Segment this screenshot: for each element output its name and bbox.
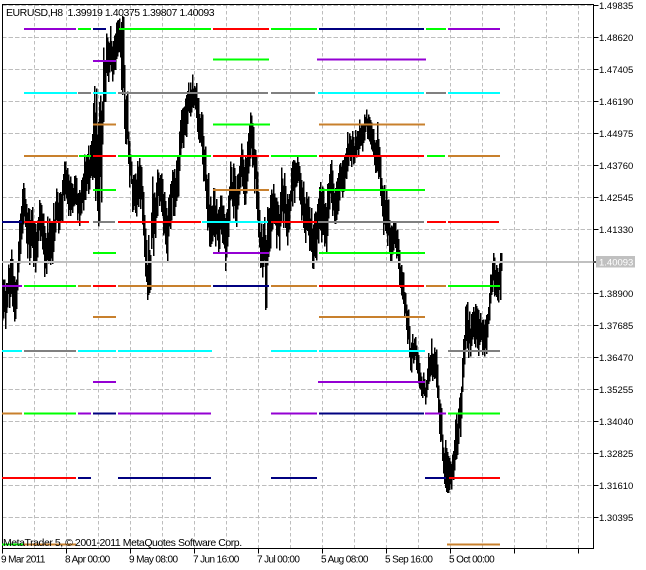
svg-text:1.34040: 1.34040 [599,417,633,428]
svg-text:1.38900: 1.38900 [599,289,633,300]
svg-text:1.47405: 1.47405 [599,65,633,76]
svg-text:1.31610: 1.31610 [599,481,633,492]
svg-text:7 Jul 00:00: 7 Jul 00:00 [257,555,300,566]
svg-text:1.40093: 1.40093 [599,257,633,268]
svg-text:9 May 08:00: 9 May 08:00 [129,555,178,566]
svg-text:EURUSD,H8 1.39919 1.40375 1.3: EURUSD,H8 1.39919 1.40375 1.39807 1.4009… [6,7,215,19]
svg-text:1.37685: 1.37685 [599,321,633,332]
svg-text:5 Aug 08:00: 5 Aug 08:00 [321,555,369,566]
svg-text:MetaTrader 5, © 2001-2011 Meta: MetaTrader 5, © 2001-2011 MetaQuotes Sof… [3,537,242,549]
svg-text:7 Jun 16:00: 7 Jun 16:00 [193,555,240,566]
svg-text:5 Oct 00:00: 5 Oct 00:00 [449,555,495,566]
svg-text:9 Mar 2011: 9 Mar 2011 [1,555,46,566]
svg-text:1.44975: 1.44975 [599,129,633,140]
svg-text:1.46190: 1.46190 [599,97,633,108]
svg-text:1.42545: 1.42545 [599,193,633,204]
svg-text:1.32825: 1.32825 [599,449,633,460]
svg-text:1.36470: 1.36470 [599,353,633,364]
svg-text:1.49835: 1.49835 [599,1,633,12]
svg-text:5 Sep 16:00: 5 Sep 16:00 [385,555,433,566]
svg-text:8 Apr 00:00: 8 Apr 00:00 [65,555,111,566]
svg-text:1.48620: 1.48620 [599,33,633,44]
svg-text:1.41330: 1.41330 [599,225,633,236]
svg-text:1.35255: 1.35255 [599,385,633,396]
svg-text:1.30395: 1.30395 [599,513,633,524]
svg-text:1.43760: 1.43760 [599,161,633,172]
